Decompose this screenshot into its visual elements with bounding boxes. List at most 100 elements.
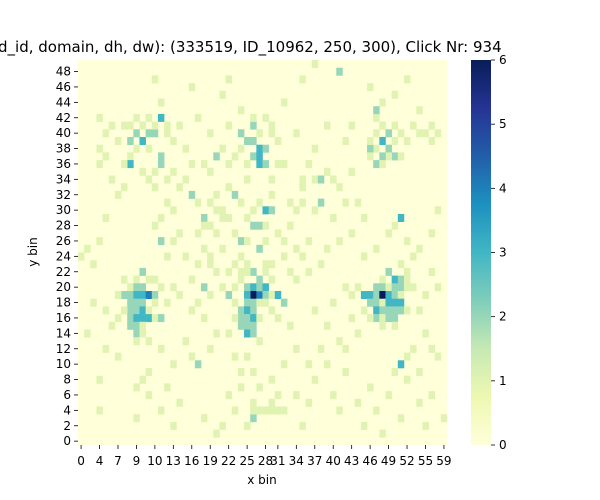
heatmap-cell: [176, 121, 183, 130]
x-axis-label: x bin: [247, 473, 276, 487]
heatmap-cell: [201, 221, 208, 230]
heatmap-cell: [403, 352, 411, 361]
heatmap-cell: [391, 137, 399, 145]
heatmap-cell: [360, 252, 368, 261]
heatmap-cell: [213, 329, 220, 338]
y-tick-label: 20: [56, 280, 71, 294]
heatmap-cell: [250, 121, 257, 130]
heatmap-cell: [84, 329, 91, 338]
y-tick-label: 14: [56, 326, 71, 340]
heatmap-cell: [330, 175, 337, 184]
heatmap-cell: [151, 75, 159, 84]
heatmap-cell: [348, 229, 356, 238]
heatmap-cell: [244, 175, 251, 184]
heatmap-cell: [385, 267, 392, 276]
heatmap-cell: [237, 237, 245, 246]
heatmap-cell: [237, 368, 245, 376]
heatmap-cell: [244, 314, 251, 323]
heatmap-cell: [262, 221, 269, 230]
heatmap-cell: [385, 306, 392, 315]
heatmap-cell: [367, 291, 374, 299]
y-tick-label: 46: [56, 80, 71, 94]
heatmap-cell: [250, 314, 257, 323]
heatmap-cell: [434, 352, 442, 361]
heatmap-cell: [379, 275, 386, 284]
heatmap-cell: [250, 306, 257, 315]
y-tick-label: 40: [56, 126, 71, 140]
heatmap-cell: [237, 383, 245, 392]
heatmap-cell: [416, 244, 423, 253]
heatmap-cell: [397, 298, 405, 307]
x-tick-label: 16: [184, 454, 199, 468]
heatmap-cell: [422, 421, 429, 430]
heatmap-cell: [250, 329, 257, 338]
heatmap-cell: [237, 252, 245, 261]
heatmap-cell: [194, 298, 202, 307]
heatmap-cell: [225, 121, 233, 130]
heatmap-cell: [151, 221, 159, 230]
heatmap-cell: [170, 421, 177, 430]
heatmap-cell: [133, 414, 140, 423]
heatmap-cell: [244, 237, 251, 246]
heatmap-cell: [360, 214, 368, 222]
heatmap-cell: [244, 321, 251, 330]
heatmap-cell: [139, 375, 146, 384]
heatmap-cell: [262, 267, 269, 276]
heatmap-cell: [133, 321, 140, 330]
y-tick-label: 36: [56, 157, 71, 171]
heatmap-cell: [237, 275, 245, 284]
heatmap-cell: [207, 252, 214, 261]
heatmap-cell: [170, 206, 177, 215]
heatmap-cell: [428, 137, 435, 145]
heatmap-cell: [237, 106, 245, 115]
heatmap-cell: [207, 221, 214, 230]
heatmap-cell: [379, 429, 386, 438]
heatmap-cell: [262, 298, 269, 307]
heatmap-cell: [231, 406, 239, 415]
heatmap-cell: [157, 237, 165, 246]
heatmap-cell: [373, 283, 380, 292]
heatmap-cell: [262, 113, 269, 122]
heatmap-cell: [188, 306, 196, 315]
heatmap-cell: [428, 121, 435, 130]
x-tick-label: 10: [147, 454, 162, 468]
y-tick-label: 38: [56, 142, 71, 156]
heatmap-cell: [188, 275, 196, 284]
heatmap-cell: [299, 421, 306, 430]
heatmap-cell: [416, 368, 423, 376]
heatmap-cell: [367, 298, 374, 307]
heatmap-cell: [280, 98, 288, 107]
heatmap-cell: [397, 152, 405, 161]
heatmap-cell: [151, 314, 159, 323]
heatmap-cell: [213, 267, 220, 276]
x-tick-label: 43: [344, 454, 359, 468]
heatmap-cell: [231, 152, 239, 161]
heatmap-cell: [256, 283, 263, 292]
heatmap-cell: [391, 221, 399, 230]
heatmap-cell: [256, 291, 263, 299]
heatmap-cell: [354, 398, 362, 407]
heatmap-cell: [157, 98, 165, 107]
heatmap-cell: [90, 260, 97, 269]
heatmap-cell: [164, 175, 171, 184]
heatmap-cell: [410, 252, 417, 261]
colorbar-tick-label: 1: [499, 374, 507, 388]
y-tick-label: 12: [56, 342, 71, 356]
heatmap-cell: [256, 198, 263, 207]
x-tick-label: 13: [166, 454, 181, 468]
heatmap-cell: [342, 368, 349, 376]
heatmap-cell: [194, 360, 202, 369]
heatmap-cell: [225, 160, 233, 169]
heatmap-cell: [262, 237, 269, 246]
heatmap-cell: [231, 260, 239, 269]
heatmap-cell: [145, 391, 153, 400]
heatmap-cell: [305, 160, 312, 169]
y-tick-label: 28: [56, 219, 71, 233]
heatmap-cell: [403, 375, 411, 384]
heatmap-cell: [145, 113, 153, 122]
heatmap-cell: [244, 298, 251, 307]
y-tick-label: 34: [56, 172, 71, 186]
heatmap-cell: [225, 391, 233, 400]
